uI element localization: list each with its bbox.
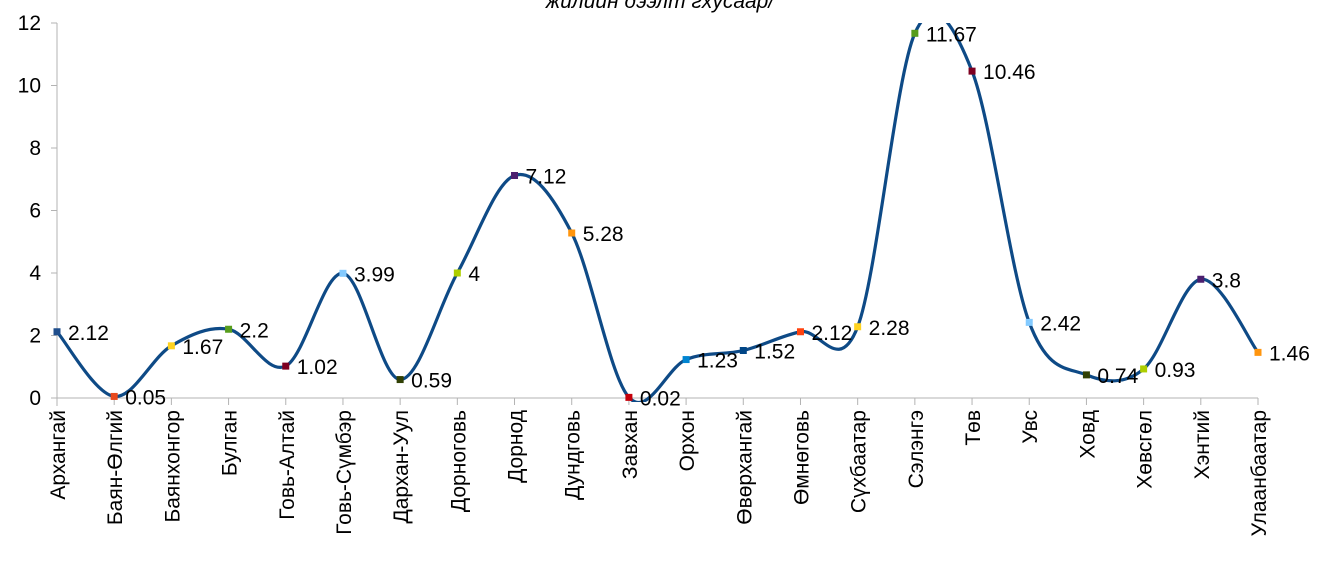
data-point-marker [1197,275,1205,283]
data-label: 2.42 [1040,312,1081,335]
data-point-marker [1082,371,1090,379]
x-tick-label: Дундговь [562,410,585,500]
data-label: 1.23 [697,350,738,373]
data-label: 1.67 [182,336,223,359]
data-point-marker [339,269,347,277]
data-label: 0.05 [125,386,166,409]
x-tick-label: Төв [962,410,985,446]
data-point-marker [796,328,804,336]
data-label: 3.8 [1212,269,1241,292]
data-label: 0.59 [411,370,452,393]
x-tick-label: Ховд [1076,410,1099,459]
x-tick-label: Дорноговь [447,410,470,512]
x-tick-label: Говь-Сүмбэр [333,410,356,535]
y-tick-label: 2 [29,325,41,348]
markers-layer [53,29,1262,401]
data-label: 2.12 [811,322,852,345]
axes-layer: 0 2 4 6 8 10 12 [18,12,1259,410]
data-label: 1.46 [1269,342,1310,365]
x-tick-label: Хэнтий [1191,410,1214,479]
chart-title: жилийн дээлт гхусаар/ [545,0,777,13]
x-tick-label: Өвөрхангай [733,410,756,525]
data-point-marker [110,392,118,400]
x-tick-label: Архангай [47,410,70,500]
x-tick-label: Өмнөговь [790,410,813,505]
x-tick-label: Улаанбаатар [1248,410,1271,536]
data-point-marker [53,328,61,336]
data-point-marker [911,29,919,37]
data-point-marker [682,356,690,364]
data-point-marker [568,229,576,237]
data-point-marker [396,376,404,384]
x-tick-label: Сүхбаатар [848,410,871,513]
data-label: 11.67 [926,23,977,46]
x-tick-label: Дорнод [505,410,528,483]
data-label: 5.28 [583,223,624,246]
x-tick-label: Хөвсгөл [1134,410,1157,489]
x-tick-label: Баян-Өлгий [104,410,127,525]
data-point-marker [625,393,633,401]
series-line [55,23,1260,402]
data-point-marker [225,325,233,333]
x-tick-label: Сэлэнгэ [905,410,928,488]
data-label: 1.02 [297,356,338,379]
y-tick-label: 6 [29,200,41,223]
x-tick-label: Дархан-Уул [390,410,413,524]
y-tick-label: 8 [29,137,41,160]
data-label: 7.12 [526,166,567,189]
data-point-marker [854,323,862,331]
data-label: 2.2 [240,319,269,342]
x-tick-label: Орхон [676,410,699,471]
data-point-marker [1025,318,1033,326]
title-layer: жилийн дээлт гхусаар/ [545,0,777,13]
data-label: 2.28 [869,317,910,340]
y-tick-label: 12 [18,12,41,35]
x-tick-labels-layer: Архангай Баян-Өлгий Баянхонгор Булган Говь-А… [47,410,1271,536]
data-point-marker [167,342,175,350]
data-label: 0.93 [1155,359,1196,382]
y-tick-label: 0 [29,387,41,410]
data-point-marker [1140,365,1148,373]
data-point-marker [282,362,290,370]
data-label: 10.46 [983,61,1036,84]
y-tick-label: 10 [18,75,41,98]
x-tick-label: Булган [219,410,242,476]
x-tick-label: Завхан [619,410,642,479]
series-layer [55,23,1260,402]
data-labels-layer: 2.12 0.05 1.67 2.2 1.02 3.99 0.59 4 7.12 5.28 0.02… [68,23,1310,410]
x-tick-label: Говь-Алтай [276,410,299,520]
data-label: 0.74 [1097,365,1138,388]
y-tick-label: 4 [29,262,41,285]
data-label: 4 [468,263,480,286]
data-label: 2.12 [68,322,109,345]
data-point-marker [511,172,519,179]
data-point-marker [739,347,747,354]
x-tick-label: Баянхонгор [161,410,184,523]
x-tick-label: Увс [1019,410,1042,444]
data-point-marker [968,67,976,75]
data-label: 0.02 [640,387,681,410]
data-label: 3.99 [354,263,395,286]
data-point-marker [453,269,461,277]
data-point-marker [1254,348,1262,356]
data-label: 1.52 [754,341,795,364]
